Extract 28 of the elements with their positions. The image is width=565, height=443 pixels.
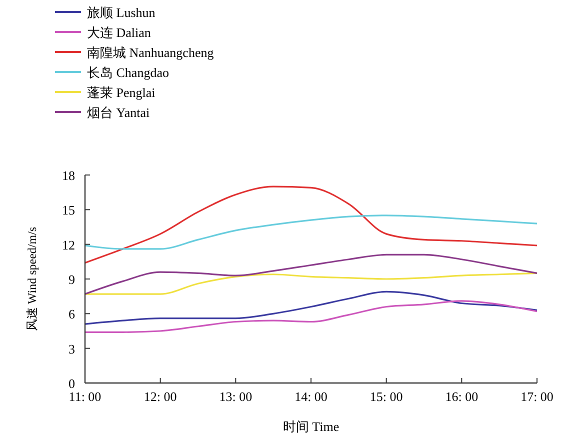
x-tick-label: 12: 00 [144,389,177,404]
x-tick-label: 17: 00 [520,389,554,404]
line-series [84,254,538,295]
line-series [84,300,538,333]
x-tick-label: 11: 00 [68,389,102,404]
x-tick-label: 13: 00 [219,389,252,404]
line-series [84,214,538,250]
legend-label: 长岛 Changdao [87,65,169,80]
y-tick-label: 12 [62,237,75,252]
y-tick-label: 15 [62,202,75,218]
line-series [84,186,538,264]
legend-label: 旅顺 Lushun [87,5,156,20]
legend-label: 大连 Dalian [87,25,152,40]
y-tick-label: 3 [68,341,75,356]
y-tick-label: 18 [62,168,75,183]
y-tick-label: 9 [68,272,75,287]
x-tick-label: 15: 00 [370,389,403,404]
y-axis-title: 风速 Wind speed/m/s [25,226,39,332]
line-series [84,272,538,295]
y-tick-label: 6 [68,306,76,322]
x-tick-label: 16: 00 [445,389,478,404]
y-tick-label: 0 [68,376,75,391]
x-axis-title: 时间 Time [282,419,340,434]
x-tick-label: 14: 00 [294,389,328,404]
line-series [84,290,538,325]
legend-label: 南隍城 Nanhuangcheng [87,45,214,60]
legend-label: 烟台 Yantai [87,105,150,120]
legend-label: 蓬莱 Penglai [87,85,156,100]
